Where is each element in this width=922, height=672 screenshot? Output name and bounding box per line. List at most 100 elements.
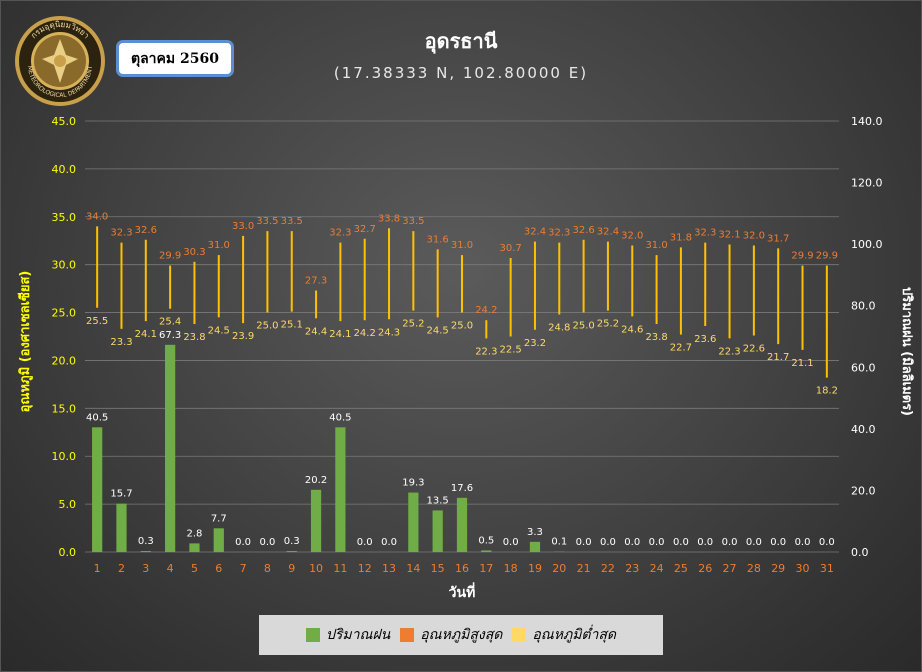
rain-bar [310,489,322,552]
rain-value-label: 3.3 [527,527,543,538]
rain-value-label: 0.0 [576,537,592,548]
y-right-tick-label: 60.0 [851,361,876,374]
tmax-value-label: 32.3 [548,228,570,239]
y-right-tick-label: 140.0 [851,115,883,128]
tmax-value-label: 31.6 [427,234,449,245]
x-axis-title: วันที่ [449,582,476,601]
tmin-value-label: 24.3 [378,327,400,338]
x-tick-label: 14 [406,562,420,575]
rain-value-label: 0.0 [235,537,251,548]
x-tick-label: 20 [552,562,566,575]
rain-value-label: 0.0 [381,537,397,548]
rain-value-label: 0.0 [259,537,275,548]
tmin-value-label: 24.1 [329,329,351,340]
x-tick-label: 10 [309,562,323,575]
tmax-value-label: 32.3 [694,228,716,239]
tmin-value-label: 25.0 [451,321,473,332]
tmax-value-label: 31.7 [767,233,789,244]
rain-value-label: 13.5 [427,495,449,506]
rain-bar [481,550,492,552]
rain-bar [408,492,419,552]
tmax-value-label: 24.2 [475,305,497,316]
rain-value-label: 0.0 [697,537,713,548]
rain-bar [165,344,176,552]
tmin-value-label: 24.6 [621,324,643,335]
x-tick-label: 6 [215,562,222,575]
x-tick-label: 23 [625,562,639,575]
tmin-value-label: 22.5 [500,345,522,356]
tmin-value-label: 23.6 [694,334,716,345]
y-left-tick-label: 20.0 [52,354,77,367]
tmax-value-label: 29.9 [816,251,838,262]
tmin-value-label: 25.4 [159,317,181,328]
rain-value-label: 7.7 [211,513,227,524]
legend: ปริมาณฝน อุณหภูมิสูงสุด อุณหภูมิต่ำสุด [259,615,663,655]
y-right-tick-label: 100.0 [851,238,883,251]
x-tick-label: 16 [455,562,469,575]
tmin-value-label: 24.2 [354,328,376,339]
rain-value-label: 0.0 [795,537,811,548]
tmin-value-label: 24.4 [305,326,327,337]
tmin-value-label: 22.3 [475,346,497,357]
rain-value-label: 0.0 [503,537,519,548]
rain-bar [286,551,297,552]
y-left-tick-label: 10.0 [52,450,77,463]
rain-bar [116,503,127,552]
y-right-tick-label: 0.0 [851,546,869,559]
rain-bar [335,427,346,552]
tmin-value-label: 21.7 [767,352,789,363]
tmin-value-label: 24.5 [427,325,449,336]
tmax-value-label: 29.9 [159,251,181,262]
x-tick-label: 27 [723,562,737,575]
tmin-value-label: 25.0 [572,321,594,332]
rain-value-label: 15.7 [110,489,132,500]
x-tick-label: 3 [142,562,149,575]
rain-value-label: 0.3 [138,536,154,547]
x-tick-label: 17 [479,562,493,575]
tmax-value-label: 33.8 [378,213,400,224]
x-tick-label: 19 [528,562,542,575]
rain-bar [432,510,443,552]
chart-title: อุดรธานี [424,29,498,53]
x-tick-label: 8 [264,562,271,575]
x-tick-label: 4 [167,562,174,575]
rain-bar [140,551,151,552]
tmax-value-label: 32.3 [329,228,351,239]
tmax-value-label: 34.0 [86,211,108,222]
tmax-value-label: 31.0 [645,240,667,251]
y-right-tick-label: 120.0 [851,177,883,190]
rain-value-label: 0.0 [770,537,786,548]
tmin-value-label: 23.3 [110,337,132,348]
rain-bar [189,543,200,552]
tmax-value-label: 32.0 [743,231,765,242]
x-tick-label: 7 [240,562,247,575]
tmax-value-label: 31.8 [670,232,692,243]
tmax-value-label: 33.0 [232,221,254,232]
tmax-value-label: 32.3 [110,228,132,239]
rain-value-label: 19.3 [402,478,424,489]
x-tick-label: 18 [504,562,518,575]
rain-value-label: 0.0 [819,537,835,548]
rain-value-label: 0.1 [551,537,567,548]
x-tick-label: 13 [382,562,396,575]
x-tick-label: 5 [191,562,198,575]
legend-label-tmin: อุณหภูมิต่ำสุด [532,627,617,643]
rain-value-label: 17.6 [451,483,473,494]
y-left-tick-label: 0.0 [59,546,77,559]
y-left-tick-label: 40.0 [52,163,77,176]
rain-value-label: 20.2 [305,475,327,486]
rain-bar [456,497,468,552]
x-tick-label: 24 [650,562,664,575]
legend-item-rain: ปริมาณฝน [305,624,390,646]
y-left-tick-label: 30.0 [52,259,77,272]
rain-value-label: 0.0 [649,537,665,548]
tmin-value-label: 23.8 [183,332,205,343]
tmin-value-label: 18.2 [816,386,838,397]
legend-swatch-tmin [512,628,527,642]
tmin-value-label: 23.9 [232,331,254,342]
x-tick-label: 26 [698,562,712,575]
tmax-value-label: 32.7 [354,224,376,235]
rain-value-label: 2.8 [186,528,202,539]
tmax-value-label: 32.0 [621,231,643,242]
